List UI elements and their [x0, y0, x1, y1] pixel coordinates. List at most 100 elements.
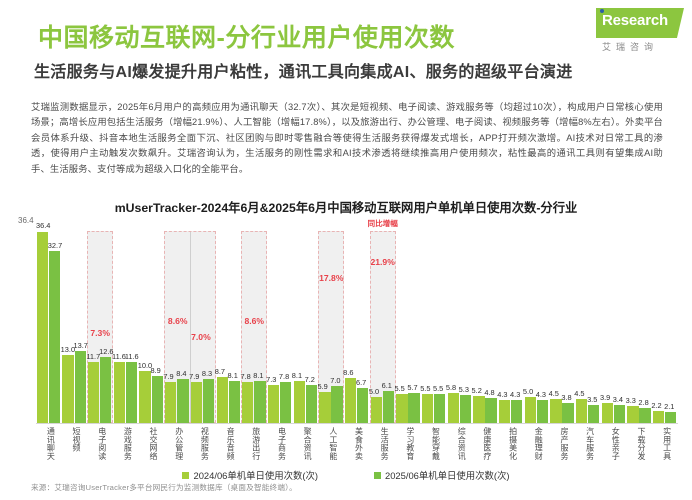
bar-2024 — [499, 400, 511, 423]
bar-group: 3.9 3.4 — [599, 218, 627, 423]
bar-value-label-2025: 6.1 — [381, 381, 392, 390]
bar-2025 — [279, 382, 292, 423]
x-axis-label: 社交网络 — [149, 427, 159, 461]
bar-2024 — [36, 232, 49, 423]
x-axis-label: 游戏服务 — [123, 427, 133, 461]
bar-2024 — [88, 361, 100, 423]
bar-value-label-2024: 7.8 — [240, 372, 251, 382]
x-axis-label: 实用工具 — [662, 427, 672, 461]
x-axis-label: 金融理财 — [534, 427, 544, 461]
bar-value-label-2024: 4.5 — [574, 389, 585, 399]
growth-rate-label: 7.0% — [191, 331, 211, 342]
source-note: 来源：艾瑞咨询UserTracker多平台网民行为监测数据库（桌面及智能终端）。 — [31, 483, 297, 492]
bar-2024 — [62, 354, 74, 423]
bar-value-label-2024: 4.5 — [548, 389, 559, 399]
bar-value-label-2024: 5.2 — [471, 385, 482, 395]
bar-2024 — [396, 394, 408, 423]
x-axis-label: 电子商务 — [277, 427, 287, 461]
bar-group: 7.8 8.1 — [240, 218, 267, 423]
yoy-growth-tag: 同比增幅 — [367, 219, 398, 228]
bar-group: 7.3 7.8 — [266, 218, 293, 423]
bar-group: 4.5 3.5 — [574, 218, 601, 423]
bar-value-label-2024: 5.5 — [394, 384, 405, 394]
bar-value-label-2025: 32.7 — [47, 241, 63, 251]
chart-legend: 2024/06单机单日使用次数(次) 2025/06单机单日使用次数(次) — [0, 468, 692, 482]
legend-swatch-icon — [374, 471, 381, 479]
bar-value-label-2024: 7.9 — [189, 371, 200, 381]
x-axis-label: 办公管理 — [174, 427, 184, 461]
bar-2024 — [267, 384, 280, 423]
x-axis-label: 电子阅读 — [97, 427, 107, 461]
bar-2025 — [100, 356, 112, 423]
legend-label: 2024/06单机单日使用次数(次) — [193, 470, 318, 481]
bar-2024 — [421, 394, 434, 423]
bar-value-label-2024: 11.6 — [112, 352, 126, 362]
bar-2025 — [356, 387, 369, 423]
x-axis-labels: 通讯聊天 短视频 电子阅读 游戏服务 社交网络 办公管理 视频服务 音乐音频 旅游出行 电子商务 聚… — [36, 425, 678, 483]
bar-group: 13.0 13.7 — [61, 218, 88, 423]
bar-value-label-2025: 13.7 — [73, 341, 88, 351]
bar-2024 — [165, 381, 177, 423]
x-axis-label: 学习教育 — [405, 427, 415, 461]
bar-2025 — [202, 379, 215, 423]
bar-value-label-2025: 3.4 — [612, 395, 624, 405]
x-axis-label: 女性亲子 — [611, 427, 621, 461]
x-axis-label: 视频服务 — [200, 427, 210, 461]
bar-group: 4.5 3.8 — [548, 218, 576, 423]
bar-2025 — [151, 376, 163, 423]
bar-2024 — [242, 382, 254, 423]
bar-group: 7.9 8.3 — [189, 218, 216, 423]
growth-rate-label: 17.8% — [319, 273, 344, 284]
x-axis-label: 汽车服务 — [585, 427, 595, 461]
bar-group: 8.1 7.2 — [291, 218, 319, 423]
bar-2025 — [382, 391, 394, 423]
bar-value-label-2024: 5.0 — [368, 386, 380, 396]
page-title: 中国移动互联网-分行业用户使用次数 — [38, 24, 455, 52]
bar-2024 — [319, 392, 331, 423]
x-axis-label: 美食外卖 — [354, 427, 364, 461]
bar-2025 — [665, 411, 677, 423]
bar-2024 — [473, 395, 485, 423]
x-axis-label: 音乐音频 — [226, 427, 236, 461]
bar-2025 — [305, 385, 317, 423]
bar-2025 — [511, 400, 523, 423]
bar-2024 — [601, 402, 613, 423]
bar-2024 — [627, 405, 639, 423]
bar-2025 — [639, 408, 651, 423]
bar-value-label-2025: 3.5 — [587, 394, 598, 404]
growth-rate-label: 7.3% — [90, 328, 110, 338]
logo-chinese-name: 艾瑞咨询 — [602, 42, 659, 52]
bar-value-label-2024: 4.3 — [497, 390, 508, 400]
bar-group: 5.5 5.7 — [394, 218, 422, 423]
bar-2024 — [216, 377, 228, 423]
bar-value-label-2024: 3.9 — [599, 392, 611, 402]
bar-value-label-2025: 6.7 — [355, 377, 367, 387]
bar-2025 — [48, 251, 61, 423]
bar-2025 — [331, 386, 343, 423]
bar-2025 — [177, 378, 189, 423]
bar-2025 — [536, 400, 549, 423]
logo-shape — [596, 8, 684, 38]
bar-value-label-2025: 4.3 — [535, 390, 546, 400]
bar-value-label-2024: 8.1 — [291, 370, 303, 380]
legend-item[interactable]: 2024/06单机单日使用次数(次) — [182, 468, 318, 482]
bar-value-label-2025: 3.8 — [561, 393, 572, 403]
bar-value-label-2025: 8.1 — [253, 370, 264, 380]
bar-value-label-2024: 5.8 — [445, 382, 457, 392]
bar-value-label-2025: 5.3 — [458, 385, 469, 395]
bar-2025 — [74, 351, 86, 423]
x-axis-label: 智能穿戴 — [431, 427, 441, 461]
chart-plot-area: 7.3% 8.6% 7.0% 8.6% 17.8% 21.9% 同比增幅 36.4 32.7 13… — [36, 218, 678, 423]
bar-2025 — [459, 395, 471, 423]
bar-value-label-2025: 8.4 — [176, 368, 187, 378]
bar-group: 5.8 5.3 — [445, 218, 473, 423]
legend-label: 2025/06单机单日使用次数(次) — [385, 470, 510, 481]
legend-item[interactable]: 2025/06单机单日使用次数(次) — [374, 468, 510, 482]
bar-2025 — [613, 405, 626, 423]
page-header: 中国移动互联网-分行业用户使用次数 生活服务与AI爆发提升用户粘性，通讯工具向集… — [0, 0, 692, 92]
x-axis-label: 通讯聊天 — [46, 427, 56, 461]
bar-value-label-2024: 3.3 — [625, 395, 636, 405]
bar-chart: 36.4 7.3% 8.6% 7.0% 8.6% 17.8% 21.9% 同比增幅 36.4 3… — [18, 216, 678, 466]
x-axis-label: 健康医疗 — [482, 427, 492, 461]
